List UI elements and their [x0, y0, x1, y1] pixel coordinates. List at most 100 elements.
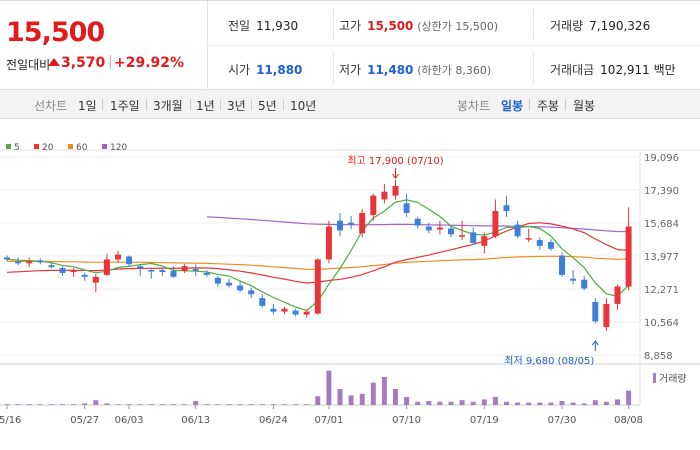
volume-bar	[481, 399, 487, 405]
candle-chart-label: 봉차트	[457, 99, 491, 113]
candle-daily-button[interactable]: 일봉	[501, 99, 524, 113]
volume-bars: 거래량	[4, 370, 687, 405]
candle-body	[348, 222, 355, 225]
volume-bar	[470, 401, 476, 405]
candle-body	[314, 259, 321, 314]
candle-body	[115, 254, 121, 260]
annotations: 최고 17,900 (07/10) 최저 9,680 (08/05)	[347, 155, 599, 367]
candle-body	[503, 205, 510, 212]
candle-body	[536, 240, 543, 246]
legend-label: 60	[76, 143, 88, 153]
x-tick-label: 06/24	[259, 415, 288, 426]
y-tick-label: 17,390	[644, 186, 679, 197]
quote-header: 15,500 전일대비 3,570 | +29.92% 전일 11,930 고가 1…	[0, 0, 700, 90]
candle-body	[470, 232, 477, 243]
candle-body	[37, 260, 44, 263]
volume-bar	[315, 396, 321, 405]
period-1y-button[interactable]: 1년	[196, 99, 215, 113]
period-3m-button[interactable]: 3개월	[153, 99, 183, 113]
volume-bar	[248, 404, 254, 405]
candle-body	[392, 185, 399, 196]
candle-body	[103, 259, 110, 275]
change-value: 3,570	[48, 55, 105, 71]
volume-bar	[204, 404, 210, 405]
stat-prev: 전일 11,930	[228, 19, 299, 33]
min-annotation: 최저 9,680 (08/05)	[504, 355, 594, 367]
candle-body	[26, 261, 33, 264]
period-1w-button[interactable]: 1주일	[110, 99, 140, 113]
x-tick-label: 05/27	[70, 415, 99, 426]
y-tick-label: 8,858	[644, 351, 673, 362]
stat-high: 고가 15,500 (상한가 15,500)	[339, 19, 499, 33]
y-tick-label: 13,977	[644, 252, 679, 263]
candle-body	[4, 257, 10, 260]
candle-body	[603, 303, 610, 328]
line-chart-label: 선차트	[34, 99, 68, 113]
candle-body	[203, 272, 210, 275]
volume-bar	[15, 404, 21, 405]
stat-open: 시가 11,880	[228, 63, 303, 77]
legend-swatch	[102, 144, 107, 149]
volume-bar	[182, 404, 188, 405]
stat-low: 저가 11,480 (하한가 8,360)	[339, 63, 492, 77]
y-tick-label: 12,271	[644, 285, 679, 296]
candle-weekly-button[interactable]: 주봉	[537, 99, 560, 113]
x-tick-label: 06/03	[115, 415, 144, 426]
legend-label: 5	[14, 143, 20, 153]
change-label: 전일대비	[6, 58, 51, 72]
volume-bar	[171, 404, 176, 405]
volume-bar	[337, 389, 343, 405]
volume-bar	[26, 404, 32, 405]
candle-body	[559, 255, 565, 275]
stats-divider	[207, 45, 700, 46]
period-5y-button[interactable]: 5년	[258, 99, 277, 113]
volume-bar	[82, 403, 88, 405]
volume-bar	[104, 403, 110, 405]
x-tick-label: 07/01	[314, 415, 343, 426]
period-1d-button[interactable]: 1일	[78, 99, 97, 113]
candle-body	[192, 269, 199, 271]
volume-bar	[415, 401, 421, 405]
legend-swatch	[68, 144, 73, 149]
period-10y-button[interactable]: 10년	[290, 99, 317, 113]
candle-body	[259, 298, 266, 306]
volume-bar	[282, 404, 287, 405]
period-3y-button[interactable]: 3년	[227, 99, 246, 113]
volume-bar	[4, 404, 10, 405]
candle-body	[614, 286, 621, 304]
stat-amount: 거래대금 102,911 백만	[550, 63, 676, 77]
chart-toolbar: 선차트 1일 1주일 3개월 1년 3년 5년 10년 봉차트 일봉 주봉 월봉	[0, 90, 700, 119]
stats-col-divider	[333, 9, 334, 39]
stats-col-divider	[333, 53, 334, 83]
volume-bar	[603, 401, 609, 405]
candle-body	[48, 265, 55, 268]
volume-bar	[304, 404, 310, 405]
volume-bar	[492, 397, 498, 405]
candle-body	[370, 195, 377, 215]
volume-bar	[215, 404, 221, 405]
candle-body	[448, 228, 454, 235]
candle-body	[581, 279, 588, 289]
stats-col-divider	[533, 9, 534, 39]
x-tick-label: 05/16	[0, 415, 21, 426]
volume-bar	[93, 400, 99, 405]
volume-bar	[137, 404, 143, 405]
volume-bar	[37, 404, 43, 405]
candle-body	[214, 277, 221, 284]
candle-monthly-button[interactable]: 월봉	[573, 99, 596, 113]
candle-body	[414, 218, 421, 226]
candles	[4, 180, 632, 331]
volume-legend-label: 거래량	[659, 373, 687, 385]
volume-bar	[348, 395, 354, 405]
volume-legend-swatch	[653, 373, 656, 383]
candle-body	[15, 261, 22, 264]
candle-body	[337, 220, 343, 231]
candle-body	[481, 236, 488, 246]
candle-body	[425, 226, 432, 231]
y-axis-ticks: 19,096 17,390 15,684 13,977 12,271 10,564 8,85…	[644, 153, 679, 362]
y-tick-label: 19,096	[644, 153, 679, 164]
candle-body	[625, 226, 632, 287]
x-tick-label: 06/13	[181, 415, 210, 426]
volume-bar	[626, 390, 632, 405]
candle-body	[592, 301, 599, 322]
